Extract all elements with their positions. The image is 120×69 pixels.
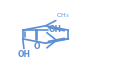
Text: O: O xyxy=(33,42,40,51)
Text: OH: OH xyxy=(17,50,30,59)
Text: CH$_3$: CH$_3$ xyxy=(56,11,70,20)
Text: OH: OH xyxy=(48,25,61,34)
